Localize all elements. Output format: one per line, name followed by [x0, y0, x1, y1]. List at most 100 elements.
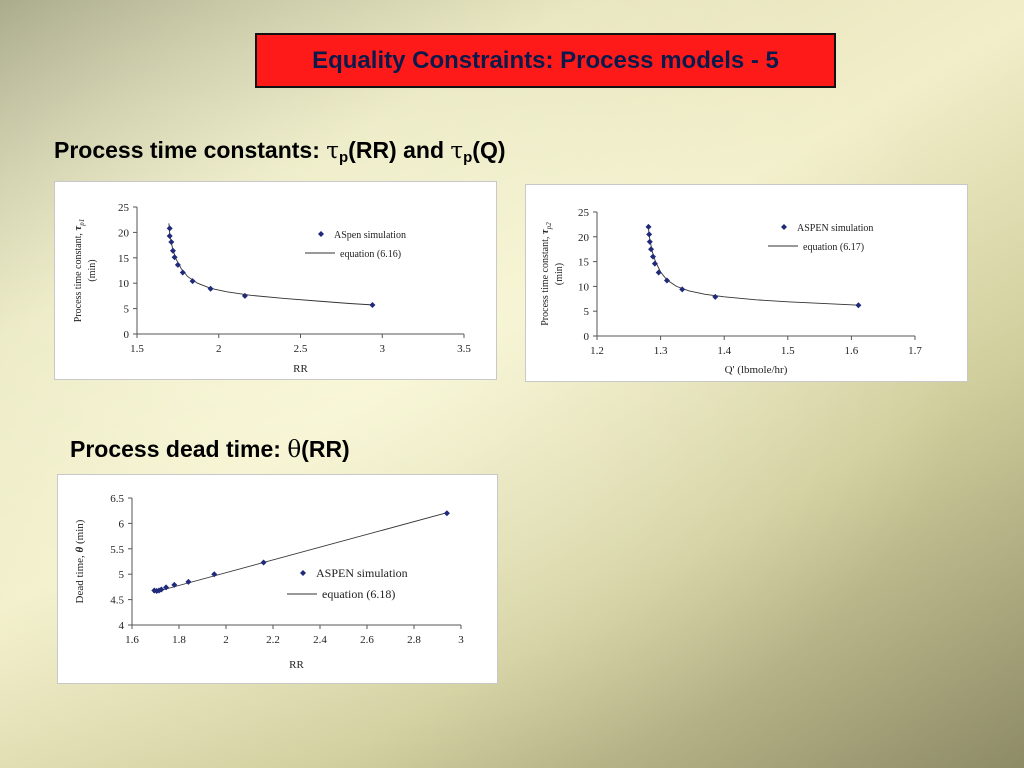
x-tick-label: 1.5: [130, 343, 144, 355]
heading-time-constants-text: Process time constants:: [54, 137, 327, 163]
data-point: [649, 253, 656, 260]
theta-symbol: θ: [287, 437, 302, 463]
y-axis-label-text: Process time constant,: [540, 234, 551, 326]
x-tick-label: 2: [216, 343, 222, 355]
y-tick-label: 0: [124, 329, 130, 341]
y-axis-label-subscript: p2: [545, 222, 553, 231]
y-tick-label: 10: [578, 281, 590, 293]
chart-panel-theta-rr: 4 4.5 5 5.5 6 6.5 1.6 1.8 2 2.2 2.4 2.6 2.8 3 RR Dead t…: [57, 474, 498, 684]
legend-marker: [300, 570, 306, 576]
x-axis-label: RR: [293, 363, 308, 375]
y-tick-label: 0: [584, 331, 590, 343]
x-tick-label: 1.3: [654, 345, 668, 357]
x-tick-label: 3.5: [457, 343, 471, 355]
x-tick-label: 1.8: [172, 634, 186, 646]
y-axis-label-subscript: p1: [78, 219, 86, 227]
data-point: [207, 285, 214, 292]
data-point: [163, 584, 170, 591]
chart-tau-vs-rr: 0 5 10 15 20 25 1.5 2 2.5 3 3.5 RR Process time cons…: [72, 202, 471, 375]
chart-theta-vs-rr: 4 4.5 5 5.5 6 6.5 1.6 1.8 2 2.2 2.4 2.6 2.8 3 RR Dead t…: [74, 493, 464, 671]
data-point: [189, 278, 196, 285]
heading-dead-time: Process dead time: θ(RR): [70, 436, 350, 463]
legend-marker: [318, 231, 324, 237]
y-axis-label-unit: (min): [74, 519, 86, 547]
y-tick-label: 20: [578, 232, 590, 244]
data-point: [241, 292, 248, 299]
legend-markers-label: ASpen simulation: [334, 230, 406, 241]
x-tick-label: 3: [380, 343, 386, 355]
y-tick-label: 5.5: [110, 544, 124, 556]
x-tick-label: 1.6: [125, 634, 139, 646]
data-point: [185, 578, 192, 585]
chart-panel-tau-q: 0 5 10 15 20 25 1.2 1.3 1.4 1.5 1.6 1.7 Q' (lbmole/h…: [525, 184, 968, 382]
data-point: [169, 247, 176, 254]
x-tick-label: 2.8: [407, 634, 421, 646]
heading-dead-rr-text: (RR): [301, 436, 350, 462]
data-point: [651, 260, 658, 267]
x-tick-label: 3: [458, 634, 464, 646]
tau-subscript: p: [463, 149, 473, 166]
y-tick-label: 5: [584, 306, 590, 318]
data-point: [158, 586, 165, 593]
data-point: [179, 269, 186, 276]
data-point: [166, 225, 173, 232]
y-axis-label: Process time constant, τp2: [539, 222, 553, 326]
y-tick-label: 4.5: [110, 595, 124, 607]
title-banner: Equality Constraints: Process models - 5: [255, 33, 836, 88]
y-tick-label: 15: [118, 253, 130, 265]
y-axis-label-text: Process time constant,: [73, 231, 84, 323]
y-tick-label: 6.5: [110, 493, 124, 505]
chart-panel-tau-rr: 0 5 10 15 20 25 1.5 2 2.5 3 3.5 RR Process time cons…: [54, 181, 497, 380]
equation-line: [152, 512, 448, 593]
legend-line-label: equation (6.18): [322, 587, 395, 601]
y-tick-label: 5: [119, 569, 125, 581]
legend-line-label: equation (6.16): [340, 249, 401, 260]
data-point: [645, 223, 652, 230]
chart-tau-vs-q: 0 5 10 15 20 25 1.2 1.3 1.4 1.5 1.6 1.7 Q' (lbmole/h…: [539, 207, 922, 376]
data-point: [211, 571, 218, 578]
tau-subscript: p: [339, 149, 349, 166]
x-tick-label: 1.2: [590, 345, 604, 357]
y-axis-label-symbol: θ: [74, 546, 86, 552]
data-point: [679, 286, 686, 293]
y-tick-label: 4: [119, 620, 125, 632]
legend-line-label: equation (6.17): [803, 242, 864, 253]
heading-dead-time-text: Process dead time:: [70, 436, 288, 462]
x-tick-label: 2: [223, 634, 229, 646]
heading-q-text: (Q): [472, 137, 506, 163]
data-point: [369, 302, 376, 309]
data-point: [855, 302, 862, 309]
data-point: [260, 559, 267, 566]
data-point: [663, 277, 670, 284]
data-point: [171, 581, 178, 588]
y-axis-label-unit: (min): [554, 263, 565, 285]
y-tick-label: 6: [119, 518, 125, 530]
x-tick-label: 2.4: [313, 634, 327, 646]
y-tick-label: 25: [578, 207, 590, 219]
x-tick-label: 1.4: [717, 345, 731, 357]
x-axis-label: Q' (lbmole/hr): [725, 364, 788, 376]
y-tick-label: 25: [118, 202, 130, 214]
y-tick-label: 20: [118, 227, 130, 239]
heading-time-constants: Process time constants: τp(RR) and τp(Q): [54, 137, 506, 166]
x-tick-label: 2.6: [360, 634, 374, 646]
legend-markers-label: ASPEN simulation: [316, 566, 408, 580]
x-tick-label: 1.7: [908, 345, 922, 357]
y-axis-label-symbol: τ: [72, 225, 84, 231]
y-axis-label: Process time constant, τp1: [72, 219, 86, 323]
y-tick-label: 10: [118, 278, 130, 290]
y-tick-label: 15: [578, 257, 590, 269]
y-axis-label: Dead time, θ (min): [74, 519, 86, 603]
legend-markers-label: ASPEN simulation: [797, 223, 873, 234]
data-point: [174, 261, 181, 268]
y-tick-label: 5: [124, 304, 130, 316]
data-point: [648, 246, 655, 253]
data-point: [171, 254, 178, 261]
data-point: [168, 239, 175, 246]
data-point: [443, 510, 450, 517]
data-point: [646, 238, 653, 245]
data-point: [166, 232, 173, 239]
x-tick-label: 1.6: [845, 345, 859, 357]
slide-title: Equality Constraints: Process models - 5: [312, 46, 779, 74]
x-tick-label: 2.2: [266, 634, 280, 646]
